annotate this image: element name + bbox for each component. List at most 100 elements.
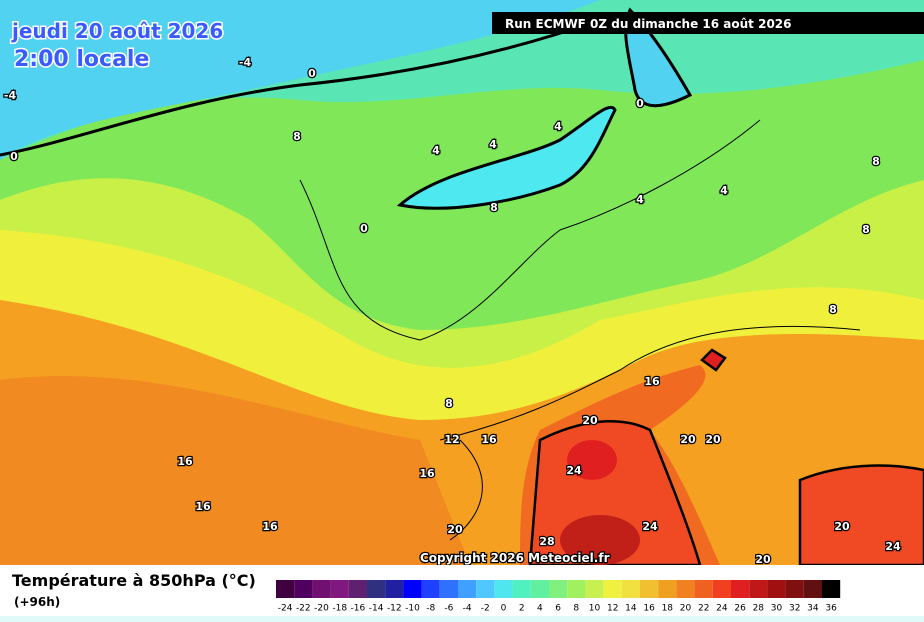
legend-swatch — [385, 580, 404, 598]
legend-swatch — [785, 580, 804, 598]
legend-swatch — [549, 580, 568, 598]
legend-swatch — [694, 580, 713, 598]
legend-swatch — [603, 580, 622, 598]
legend-swatch — [731, 580, 750, 598]
colorbar: -24 -22 -20 -18 -16 -14 -12 -10 -8 -6 -4 -2 0 2 4 6 8 10 1… — [276, 580, 841, 614]
contour-label: -4 — [4, 89, 17, 102]
legend-label: -12 — [387, 604, 402, 614]
contour-label: 20 — [447, 523, 463, 536]
legend-swatch — [567, 580, 586, 598]
legend-strip — [0, 616, 924, 622]
contour-label: 16 — [481, 433, 497, 446]
map — [0, 0, 924, 567]
legend-label: 28 — [753, 604, 765, 614]
legend-swatch — [494, 580, 513, 598]
legend-label: -24 — [278, 604, 293, 614]
contour-label: 16 — [195, 500, 211, 513]
legend-swatch — [367, 580, 386, 598]
legend-subtitle: (+96h) — [14, 595, 60, 609]
legend-label: -16 — [351, 604, 366, 614]
legend-swatch — [585, 580, 604, 598]
legend-swatch — [530, 580, 549, 598]
contour-label: 24 — [642, 520, 658, 533]
legend-label: 0 — [501, 604, 507, 614]
legend-label: 22 — [698, 604, 709, 614]
legend-swatch — [803, 580, 822, 598]
contour-label: 4 — [554, 120, 562, 133]
run-box — [492, 12, 924, 34]
legend-swatch — [312, 580, 331, 598]
contour-label: 8 — [490, 201, 498, 214]
contour-label: -4 — [239, 56, 252, 69]
legend-swatch — [276, 580, 295, 598]
legend-label: -10 — [405, 604, 420, 614]
map-date: jeudi 20 août 2026 — [11, 19, 223, 43]
legend-swatch — [421, 580, 440, 598]
legend-label: 36 — [825, 604, 837, 614]
contour-label: 0 — [360, 222, 368, 235]
legend-label: 10 — [589, 604, 601, 614]
legend-swatch — [458, 580, 477, 598]
legend-swatch — [476, 580, 495, 598]
legend-swatch — [621, 580, 640, 598]
contour-label: 0 — [308, 67, 316, 80]
contour-labels: -4 -4 0 0 0 0 4 4 4 4 4 8 8 8 8 8 8 12 16 16 16 16 16 16 20 20 20 2… — [3, 55, 903, 568]
legend-swatch — [512, 580, 531, 598]
legend-label: 32 — [789, 604, 800, 614]
legend-label: 34 — [807, 604, 819, 614]
contour-label: 8 — [872, 155, 880, 168]
map-time: 2:00 locale — [14, 47, 149, 72]
contour-label: 20 — [582, 414, 598, 427]
legend-swatch — [403, 580, 422, 598]
copyright: Copyright 2026 Meteociel.fr — [420, 551, 610, 565]
legend-swatch — [822, 580, 841, 598]
contour-label: 20 — [755, 553, 771, 566]
contour-label: 0 — [636, 97, 644, 110]
legend-swatch — [294, 580, 313, 598]
legend-label: 6 — [555, 604, 561, 614]
contour-label: 4 — [432, 144, 440, 157]
legend-swatch — [712, 580, 731, 598]
contour-label: 8 — [829, 303, 837, 316]
legend-label: 2 — [519, 604, 525, 614]
contour-label: 24 — [566, 464, 582, 477]
legend-swatch — [658, 580, 677, 598]
legend-label: -6 — [444, 604, 453, 614]
contour-label: 20 — [705, 433, 721, 446]
legend-label: 16 — [643, 604, 655, 614]
legend-label: 4 — [537, 604, 543, 614]
contour-label: 16 — [419, 467, 435, 480]
legend-swatch — [676, 580, 695, 598]
contour-label: 12 — [444, 433, 459, 446]
legend-swatch — [348, 580, 367, 598]
legend-label: -8 — [426, 604, 435, 614]
legend-label: 20 — [680, 604, 692, 614]
contour-label: 4 — [636, 193, 644, 206]
legend-label: -2 — [481, 604, 490, 614]
run-info: Run ECMWF 0Z du dimanche 16 août 2026 — [505, 17, 792, 31]
legend-label: 26 — [734, 604, 746, 614]
legend-label: 18 — [662, 604, 674, 614]
legend-label: -4 — [463, 604, 472, 614]
legend-label: 8 — [573, 604, 579, 614]
legend-swatch — [439, 580, 458, 598]
legend-swatch — [749, 580, 768, 598]
legend-swatch — [767, 580, 786, 598]
contour-label: 20 — [680, 433, 696, 446]
contour-label: 4 — [489, 138, 497, 151]
legend-label: 14 — [625, 604, 637, 614]
legend-label: -22 — [296, 604, 311, 614]
legend-label: 30 — [771, 604, 783, 614]
legend-label: -14 — [369, 604, 384, 614]
contour-label: 16 — [262, 520, 278, 533]
contour-label: 16 — [177, 455, 193, 468]
contour-label: 24 — [885, 540, 901, 553]
contour-label: 8 — [293, 130, 301, 143]
contour-label: 28 — [539, 535, 554, 548]
legend-swatch — [330, 580, 349, 598]
legend-label: -20 — [314, 604, 329, 614]
contour-label: 16 — [644, 375, 660, 388]
legend-label: -18 — [332, 604, 347, 614]
legend-title: Température à 850hPa (°C) — [12, 571, 256, 590]
